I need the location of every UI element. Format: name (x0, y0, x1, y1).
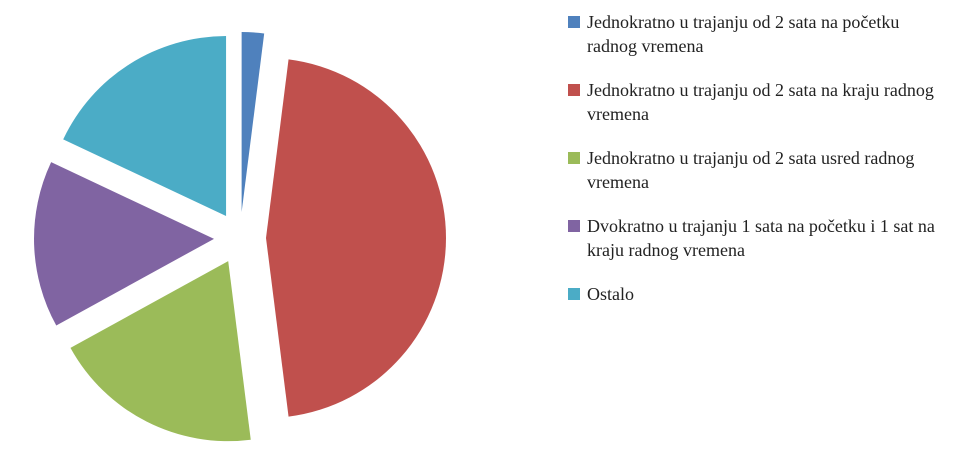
legend-label: Jednokratno u trajanju od 2 sata na kraj… (587, 80, 934, 124)
legend-item: Ostalo (568, 282, 953, 306)
legend-item: Jednokratno u trajanju od 2 sata usred r… (568, 146, 953, 194)
chart (34, 32, 447, 442)
pie-slice (70, 261, 251, 442)
legend: Jednokratno u trajanju od 2 sata na poče… (568, 10, 953, 326)
legend-label: Ostalo (587, 284, 634, 304)
legend-swatch (568, 220, 580, 232)
pie-slice (63, 36, 227, 217)
pie-slice (34, 162, 215, 326)
legend-item: Jednokratno u trajanju od 2 sata na kraj… (568, 78, 953, 126)
legend-label: Dvokratno u trajanju 1 sata na početku i… (587, 216, 935, 260)
legend-swatch (568, 84, 580, 96)
legend-swatch (568, 152, 580, 164)
pie-slice (241, 32, 265, 213)
legend-label: Jednokratno u trajanju od 2 sata na poče… (587, 12, 900, 56)
legend-item: Jednokratno u trajanju od 2 sata na poče… (568, 10, 953, 58)
pie-slice (266, 59, 447, 417)
legend-item: Dvokratno u trajanju 1 sata na početku i… (568, 214, 953, 262)
legend-label: Jednokratno u trajanju od 2 sata usred r… (587, 148, 915, 192)
legend-swatch (568, 288, 580, 300)
legend-swatch (568, 16, 580, 28)
